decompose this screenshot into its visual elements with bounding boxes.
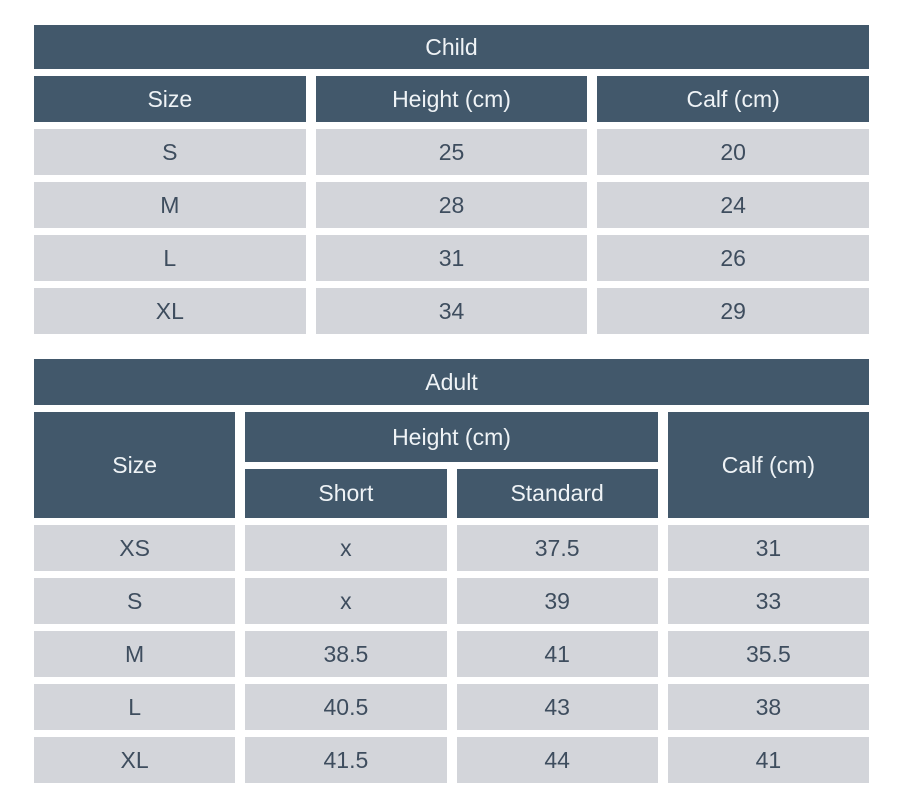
child-row-xl-size: XL: [34, 288, 306, 334]
adult-row-s-size: S: [34, 578, 236, 624]
adult-col-header-size: Size: [34, 412, 236, 518]
adult-col-header-standard: Standard: [456, 469, 658, 518]
adult-row-xl-standard: 44: [456, 737, 658, 783]
adult-size-table: Adult Size Height (cm) Calf (cm) Short S…: [34, 359, 869, 783]
adult-row-m-short: 38.5: [245, 631, 447, 677]
adult-row-m-standard: 41: [456, 631, 658, 677]
adult-row-l-size: L: [34, 684, 236, 730]
adult-col-header-calf: Calf (cm): [667, 412, 869, 518]
adult-row-xs-short: x: [245, 525, 447, 571]
adult-row-s-short: x: [245, 578, 447, 624]
child-row-m-calf: 24: [597, 182, 869, 228]
adult-row-s-calf: 33: [667, 578, 869, 624]
child-row-xl-height: 34: [315, 288, 588, 334]
adult-table-title: Adult: [34, 359, 869, 405]
adult-row-s-standard: 39: [456, 578, 658, 624]
child-row-m-height: 28: [315, 182, 588, 228]
child-col-header-size: Size: [34, 76, 306, 122]
adult-row-xl-size: XL: [34, 737, 236, 783]
adult-row-m-size: M: [34, 631, 236, 677]
adult-col-header-height-group: Height (cm): [245, 412, 658, 462]
adult-row-l-calf: 38: [667, 684, 869, 730]
adult-row-xs-size: XS: [34, 525, 236, 571]
child-col-header-height: Height (cm): [315, 76, 588, 122]
child-row-m-size: M: [34, 182, 306, 228]
adult-row-xl-calf: 41: [667, 737, 869, 783]
adult-row-m-calf: 35.5: [667, 631, 869, 677]
child-row-xl-calf: 29: [597, 288, 869, 334]
adult-row-xl-short: 41.5: [245, 737, 447, 783]
child-table-title: Child: [34, 25, 869, 69]
adult-row-l-short: 40.5: [245, 684, 447, 730]
child-row-s-height: 25: [315, 129, 588, 175]
child-row-s-calf: 20: [597, 129, 869, 175]
child-row-l-calf: 26: [597, 235, 869, 281]
child-col-header-calf: Calf (cm): [597, 76, 869, 122]
child-row-l-height: 31: [315, 235, 588, 281]
adult-row-xs-standard: 37.5: [456, 525, 658, 571]
adult-col-header-short: Short: [245, 469, 447, 518]
child-row-l-size: L: [34, 235, 306, 281]
adult-row-l-standard: 43: [456, 684, 658, 730]
adult-row-xs-calf: 31: [667, 525, 869, 571]
child-size-table: Child Size Height (cm) Calf (cm) S 25 20…: [34, 25, 869, 334]
child-row-s-size: S: [34, 129, 306, 175]
